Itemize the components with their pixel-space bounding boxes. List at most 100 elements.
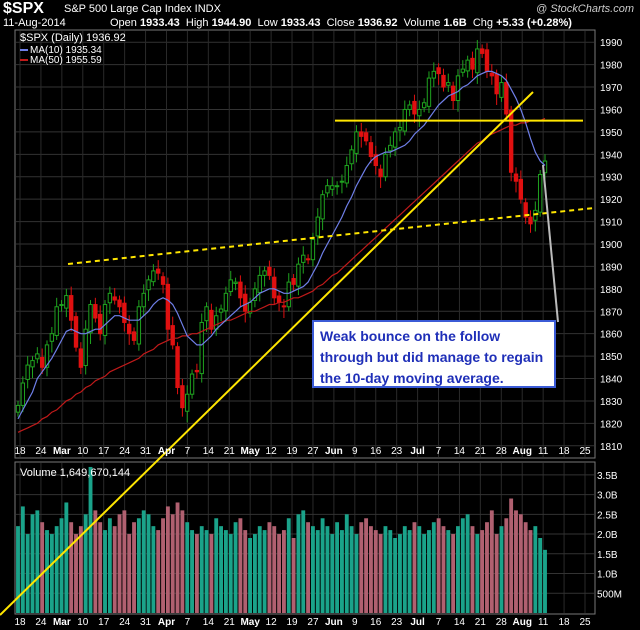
x-tick-label: 25 [579,446,591,457]
y-tick-label: 1860 [600,330,623,341]
volume-bar [378,534,383,613]
y-tick-label: 1910 [600,218,623,229]
candle-body [281,305,287,308]
candle-body [165,283,171,330]
candle-body [170,325,175,346]
x-tick-label: 21 [224,446,236,457]
x-tick-label-vol: 12 [266,617,278,628]
candle-body [35,353,40,360]
candle-body [223,292,229,312]
candle-body [257,274,262,293]
volume-bar [103,530,107,613]
candle-body [359,131,364,137]
volume-bar [412,522,417,613]
x-tick-label-vol: 9 [352,617,358,628]
candle-body [131,331,137,341]
volume-bar [20,506,25,613]
volume-bar [451,534,456,613]
candle-body [363,132,369,142]
volume-bar [470,526,475,613]
volume-bar [122,510,127,613]
volume-bar [214,518,219,613]
volume-bar [310,526,315,613]
volume-bar [199,526,204,613]
x-tick-label: 18 [559,446,571,457]
volume-bar [325,526,330,613]
x-tick-label-vol: Aug [512,617,531,628]
volume-bar [330,534,335,613]
candle-body [508,109,514,173]
x-tick-label: 10 [77,446,89,457]
x-tick-label-vol: 17 [98,617,110,628]
vol-tick-label: 1.0B [597,570,618,581]
candle-body [276,295,282,303]
candle-body [494,73,499,95]
ma10-line [17,70,546,420]
legend-spx: $SPX (Daily) 1936.92 [20,32,126,44]
vol-tick-label: 2.0B [597,530,618,541]
y-tick-label: 1920 [600,195,623,206]
candle-body [44,344,50,368]
y-tick-label: 1950 [600,128,623,139]
x-tick-label-vol: 25 [579,617,591,628]
x-tick-label-vol: 14 [203,617,215,628]
candle-body [513,173,519,182]
legend-ma10: MA(10) 1935.34 [30,45,102,56]
volume-bar [320,518,325,613]
volume-bar [383,526,388,613]
volume-bar [161,518,165,613]
company-name: S&P 500 Large Cap Index INDX [64,3,221,15]
candle-body [426,77,432,107]
candle-body [301,254,306,263]
volume-bar [291,538,296,613]
volume-bar [301,510,306,613]
candle-body [504,82,509,115]
candle-body [421,102,427,109]
x-tick-label-vol: 31 [140,617,152,628]
candle-body [446,82,451,86]
volume-bar [533,526,538,613]
volume-bar [146,514,151,613]
candle-body [465,59,470,72]
volume-bar [286,518,291,613]
annotation-box: Weak bounce on the follow through but di… [312,320,556,388]
volume-bar [393,538,398,613]
y-tick-label: 1890 [600,262,623,273]
candle-body [83,328,88,367]
candle-body [122,302,127,323]
y-tick-label: 1830 [600,397,623,408]
candle-body [15,404,21,413]
volume-bar [489,510,494,613]
candle-body [175,346,180,388]
volume-bar [233,522,238,613]
x-tick-label: 17 [98,446,110,457]
brand: @ StockCharts.com [536,3,634,15]
volume-bar [518,514,523,613]
x-tick-label: Aug [512,446,531,457]
volume-bar [194,534,199,613]
dashed-support-line [67,207,595,265]
volume-bar [465,514,470,613]
volume-bar [74,534,78,613]
candle-body [214,315,219,330]
x-tick-label: 14 [203,446,215,457]
candle-body [54,306,59,336]
candle-body [518,178,524,200]
volume-bar [436,518,441,613]
candle-body [204,306,209,322]
candle-body [141,292,146,308]
candle-body [537,173,543,213]
candle-body [407,104,412,110]
volume-bar [523,522,528,613]
candle-body [25,364,30,380]
y-tick-label: 1840 [600,375,623,386]
candle-body [489,72,495,77]
volume-bar [514,510,518,613]
vol-tick-label: 1.5B [597,550,618,561]
volume-bar [25,534,30,613]
volume-bar [30,514,35,613]
volume-bar [267,522,272,613]
x-tick-label: 7 [185,446,191,457]
candle-body [441,74,446,88]
x-tick-label-vol: 24 [35,617,47,628]
